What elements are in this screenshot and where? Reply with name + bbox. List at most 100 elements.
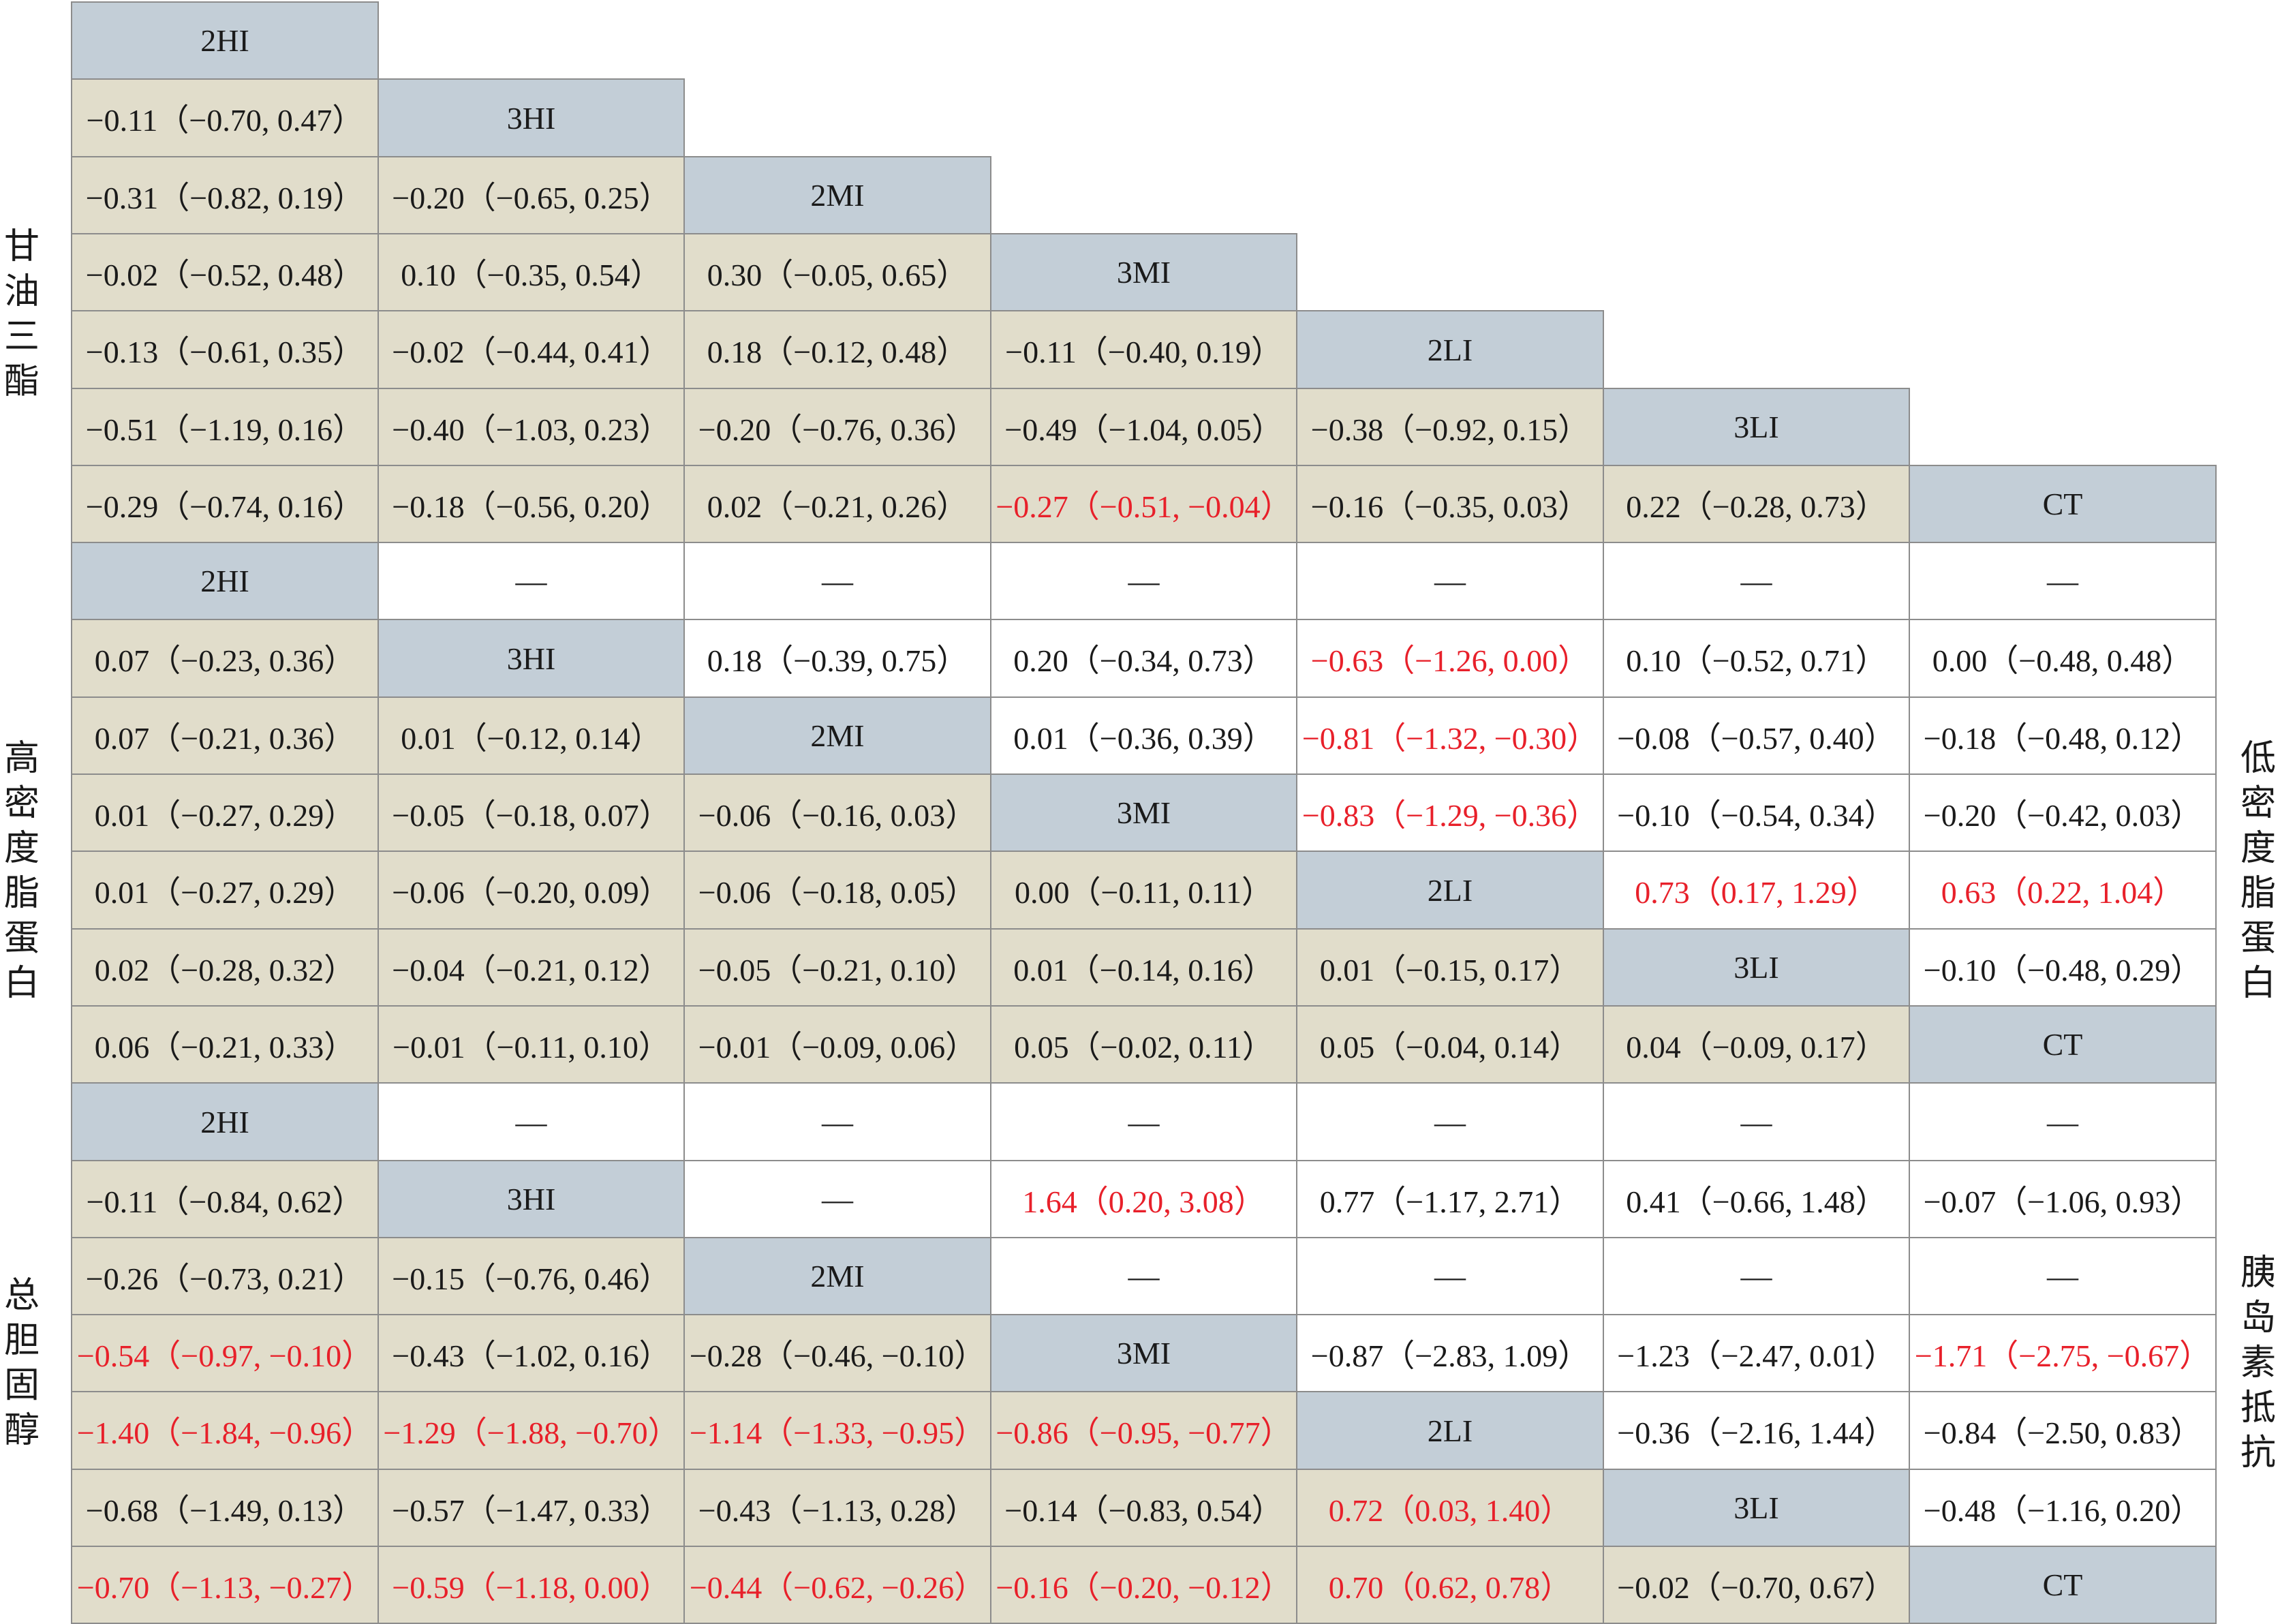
side-label-char: 甘	[3, 226, 40, 267]
comparison-cell: −0.26（−0.73, 0.21）	[71, 1237, 379, 1315]
treatment-label-cell: 2MI	[683, 156, 991, 234]
comparison-cell: −0.38（−0.92, 0.15）	[1296, 388, 1604, 466]
comparison-cell: 0.01（−0.27, 0.29）	[71, 773, 379, 852]
comparison-cell: 0.02（−0.28, 0.32）	[71, 928, 379, 1007]
comparison-cell: 0.06（−0.21, 0.33）	[71, 1005, 379, 1084]
comparison-cell: −0.20（−0.42, 0.03）	[1909, 773, 2217, 852]
comparison-cell: −0.11（−0.40, 0.19）	[990, 310, 1297, 389]
comparison-cell: −0.49（−1.04, 0.05）	[990, 388, 1297, 466]
side-label-char: 蛋	[2240, 918, 2276, 959]
comparison-cell: —	[1909, 542, 2217, 620]
comparison-cell: −0.18（−0.48, 0.12）	[1909, 696, 2217, 775]
side-label-char: 密	[3, 783, 40, 824]
treatment-label-cell: CT	[1909, 465, 2217, 543]
comparison-cell: −0.06（−0.20, 0.09）	[378, 851, 685, 930]
comparison-cell: —	[1603, 1237, 1910, 1315]
comparison-cell: −0.05（−0.21, 0.10）	[683, 928, 991, 1007]
comparison-cell: −1.29（−1.88, −0.70）	[378, 1391, 685, 1470]
comparison-cell: −0.86（−0.95, −0.77）	[990, 1391, 1297, 1470]
side-label-char: 白	[2240, 963, 2276, 1004]
comparison-cell: −0.43（−1.13, 0.28）	[683, 1469, 991, 1547]
side-label-char: 高	[3, 738, 40, 779]
side-label-char: 白	[3, 963, 40, 1004]
comparison-cell: −0.10（−0.48, 0.29）	[1909, 928, 2217, 1007]
comparison-cell: —	[1296, 1082, 1604, 1161]
comparison-cell: 0.73（0.17, 1.29）	[1603, 851, 1910, 930]
comparison-cell: −0.16（−0.35, 0.03）	[1296, 465, 1604, 543]
comparison-cell: −0.87（−2.83, 1.09）	[1296, 1314, 1604, 1392]
comparison-cell: −1.40（−1.84, −0.96）	[71, 1391, 379, 1470]
comparison-cell: —	[378, 542, 685, 620]
comparison-cell: 0.00（−0.48, 0.48）	[1909, 619, 2217, 698]
treatment-label-cell: 2HI	[71, 542, 379, 620]
side-label-insulin-resistance: 胰岛素抵抗	[2238, 1251, 2279, 1475]
treatment-label-cell: 3MI	[990, 233, 1297, 311]
comparison-cell: 0.70（0.62, 0.78）	[1296, 1546, 1604, 1624]
treatment-label-cell: CT	[1909, 1005, 2217, 1084]
comparison-cell: −0.04（−0.21, 0.12）	[378, 928, 685, 1007]
comparison-cell: 0.20（−0.34, 0.73）	[990, 619, 1297, 698]
comparison-cell: —	[990, 1237, 1297, 1315]
comparison-cell: −0.01（−0.09, 0.06）	[683, 1005, 991, 1084]
treatment-label-cell: 2HI	[71, 1, 379, 80]
comparison-cell: —	[1296, 542, 1604, 620]
comparison-cell: —	[683, 1082, 991, 1161]
comparison-cell: −0.29（−0.74, 0.16）	[71, 465, 379, 543]
side-label-char: 度	[3, 828, 40, 869]
comparison-cell: 0.07（−0.23, 0.36）	[71, 619, 379, 698]
comparison-cell: −1.14（−1.33, −0.95）	[683, 1391, 991, 1470]
side-label-triglyceride: 甘油三酯	[1, 222, 42, 406]
side-label-total-cholesterol: 总胆固醇	[1, 1271, 42, 1455]
treatment-label-cell: 3LI	[1603, 928, 1910, 1007]
comparison-cell: −0.11（−0.70, 0.47）	[71, 78, 379, 157]
comparison-cell: 0.07（−0.21, 0.36）	[71, 696, 379, 775]
comparison-cell: 0.05（−0.04, 0.14）	[1296, 1005, 1604, 1084]
side-label-char: 胆	[3, 1320, 40, 1361]
comparison-cell: −0.05（−0.18, 0.07）	[378, 773, 685, 852]
comparison-cell: 0.01（−0.15, 0.17）	[1296, 928, 1604, 1007]
side-label-char: 脂	[3, 873, 40, 914]
side-label-char: 抵	[2240, 1388, 2276, 1428]
side-label-char: 素	[2240, 1343, 2276, 1383]
comparison-cell: 0.10（−0.52, 0.71）	[1603, 619, 1910, 698]
comparison-cell: —	[683, 1160, 991, 1238]
comparison-cell: −0.02（−0.52, 0.48）	[71, 233, 379, 311]
treatment-label-cell: 2LI	[1296, 1391, 1604, 1470]
comparison-cell: −0.20（−0.65, 0.25）	[378, 156, 685, 234]
comparison-cell: 0.04（−0.09, 0.17）	[1603, 1005, 1910, 1084]
comparison-cell: −0.83（−1.29, −0.36）	[1296, 773, 1604, 852]
comparison-cell: −0.63（−1.26, 0.00）	[1296, 619, 1604, 698]
comparison-cell: −0.10（−0.54, 0.34）	[1603, 773, 1910, 852]
comparison-cell: −0.36（−2.16, 1.44）	[1603, 1391, 1910, 1470]
comparison-cell: 0.22（−0.28, 0.73）	[1603, 465, 1910, 543]
treatment-label-cell: 3HI	[378, 78, 685, 157]
comparison-cell: −0.59（−1.18, 0.00）	[378, 1546, 685, 1624]
side-label-char: 胰	[2240, 1253, 2276, 1293]
comparison-cell: −0.11（−0.84, 0.62）	[71, 1160, 379, 1238]
comparison-cell: −0.08（−0.57, 0.40）	[1603, 696, 1910, 775]
treatment-label-cell: 3HI	[378, 1160, 685, 1238]
comparison-cell: —	[990, 542, 1297, 620]
comparison-cell: −0.16（−0.20, −0.12）	[990, 1546, 1297, 1624]
side-label-hdl: 高密度脂蛋白	[1, 735, 42, 1007]
comparison-cell: 0.00（−0.11, 0.11）	[990, 851, 1297, 930]
side-label-char: 油	[3, 271, 40, 312]
comparison-cell: −0.81（−1.32, −0.30）	[1296, 696, 1604, 775]
comparison-cell: 0.01（−0.27, 0.29）	[71, 851, 379, 930]
comparison-cell: —	[1909, 1237, 2217, 1315]
comparison-cell: −0.48（−1.16, 0.20）	[1909, 1469, 2217, 1547]
comparison-cell: 0.77（−1.17, 2.71）	[1296, 1160, 1604, 1238]
side-label-char: 低	[2240, 738, 2276, 779]
comparison-cell: −0.02（−0.70, 0.67）	[1603, 1546, 1910, 1624]
treatment-label-cell: 2LI	[1296, 310, 1604, 389]
comparison-cell: —	[1296, 1237, 1604, 1315]
treatment-label-cell: 3LI	[1603, 388, 1910, 466]
side-label-char: 三	[3, 316, 40, 357]
side-label-char: 酯	[3, 361, 40, 402]
treatment-label-cell: 3MI	[990, 773, 1297, 852]
comparison-cell: −1.23（−2.47, 0.01）	[1603, 1314, 1910, 1392]
side-label-char: 醇	[3, 1410, 40, 1451]
side-label-char: 蛋	[3, 918, 40, 959]
comparison-cell: 1.64（0.20, 3.08）	[990, 1160, 1297, 1238]
